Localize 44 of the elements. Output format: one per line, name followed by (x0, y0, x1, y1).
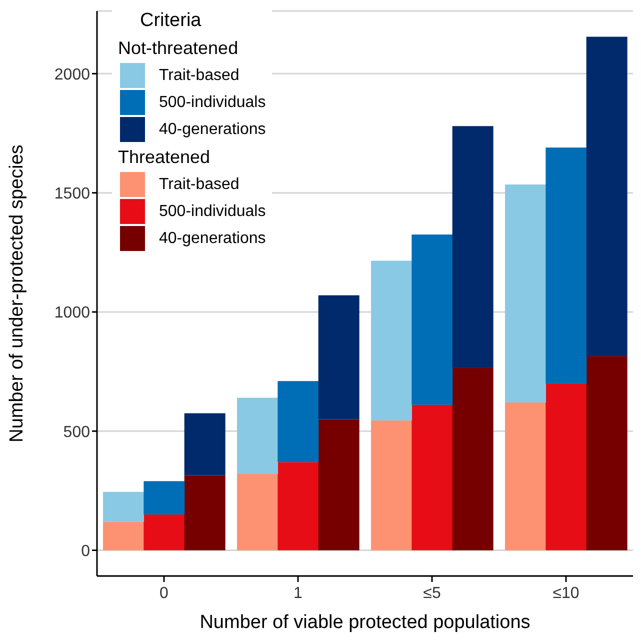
bar (586, 356, 628, 550)
bar (144, 514, 185, 550)
bar (278, 462, 319, 550)
bar (237, 474, 278, 550)
annotation: Threatened (118, 147, 212, 168)
bar (546, 148, 587, 384)
x-axis-title: Number of viable protected populations (200, 612, 530, 633)
bar (505, 402, 546, 550)
x-tick-label: 1 (294, 585, 303, 602)
bar (371, 260, 412, 420)
legend-label: 40-generations (159, 120, 266, 138)
bar (184, 413, 226, 476)
bar (103, 522, 144, 550)
bar (237, 398, 278, 474)
bar (412, 234, 453, 405)
x-tick-label: ≤10 (552, 585, 580, 602)
y-tick-label: 2000 (54, 66, 90, 84)
bar (184, 475, 226, 550)
y-tick-label: 500 (63, 424, 90, 441)
x-tick-label: ≤5 (423, 585, 441, 602)
bar (412, 404, 453, 550)
legend-label: Trait-based (159, 176, 240, 194)
bar (452, 126, 494, 368)
bar (586, 36, 628, 356)
legend-label: Trait-based (159, 66, 240, 84)
bar (278, 381, 319, 462)
legend-title: Criteria (140, 10, 202, 32)
bar (546, 383, 587, 550)
bar (103, 492, 144, 522)
bar (144, 481, 185, 515)
annotation: Not-threatened (118, 38, 240, 59)
y-tick-label: 1000 (54, 304, 90, 322)
bar (371, 420, 412, 550)
bar (452, 368, 494, 550)
y-tick-label: 0 (81, 542, 90, 560)
bar (505, 184, 546, 403)
legend-label: 500-individuals (159, 94, 266, 112)
y-axis-title: Number of under-protected species (6, 144, 28, 442)
x-tick-label: 0 (160, 585, 169, 602)
legend-label: 500-individuals (159, 202, 266, 220)
y-tick-label: 1500 (54, 186, 90, 202)
legend-label: 40-generations (159, 230, 266, 248)
bar (318, 295, 360, 420)
bar (318, 419, 360, 550)
